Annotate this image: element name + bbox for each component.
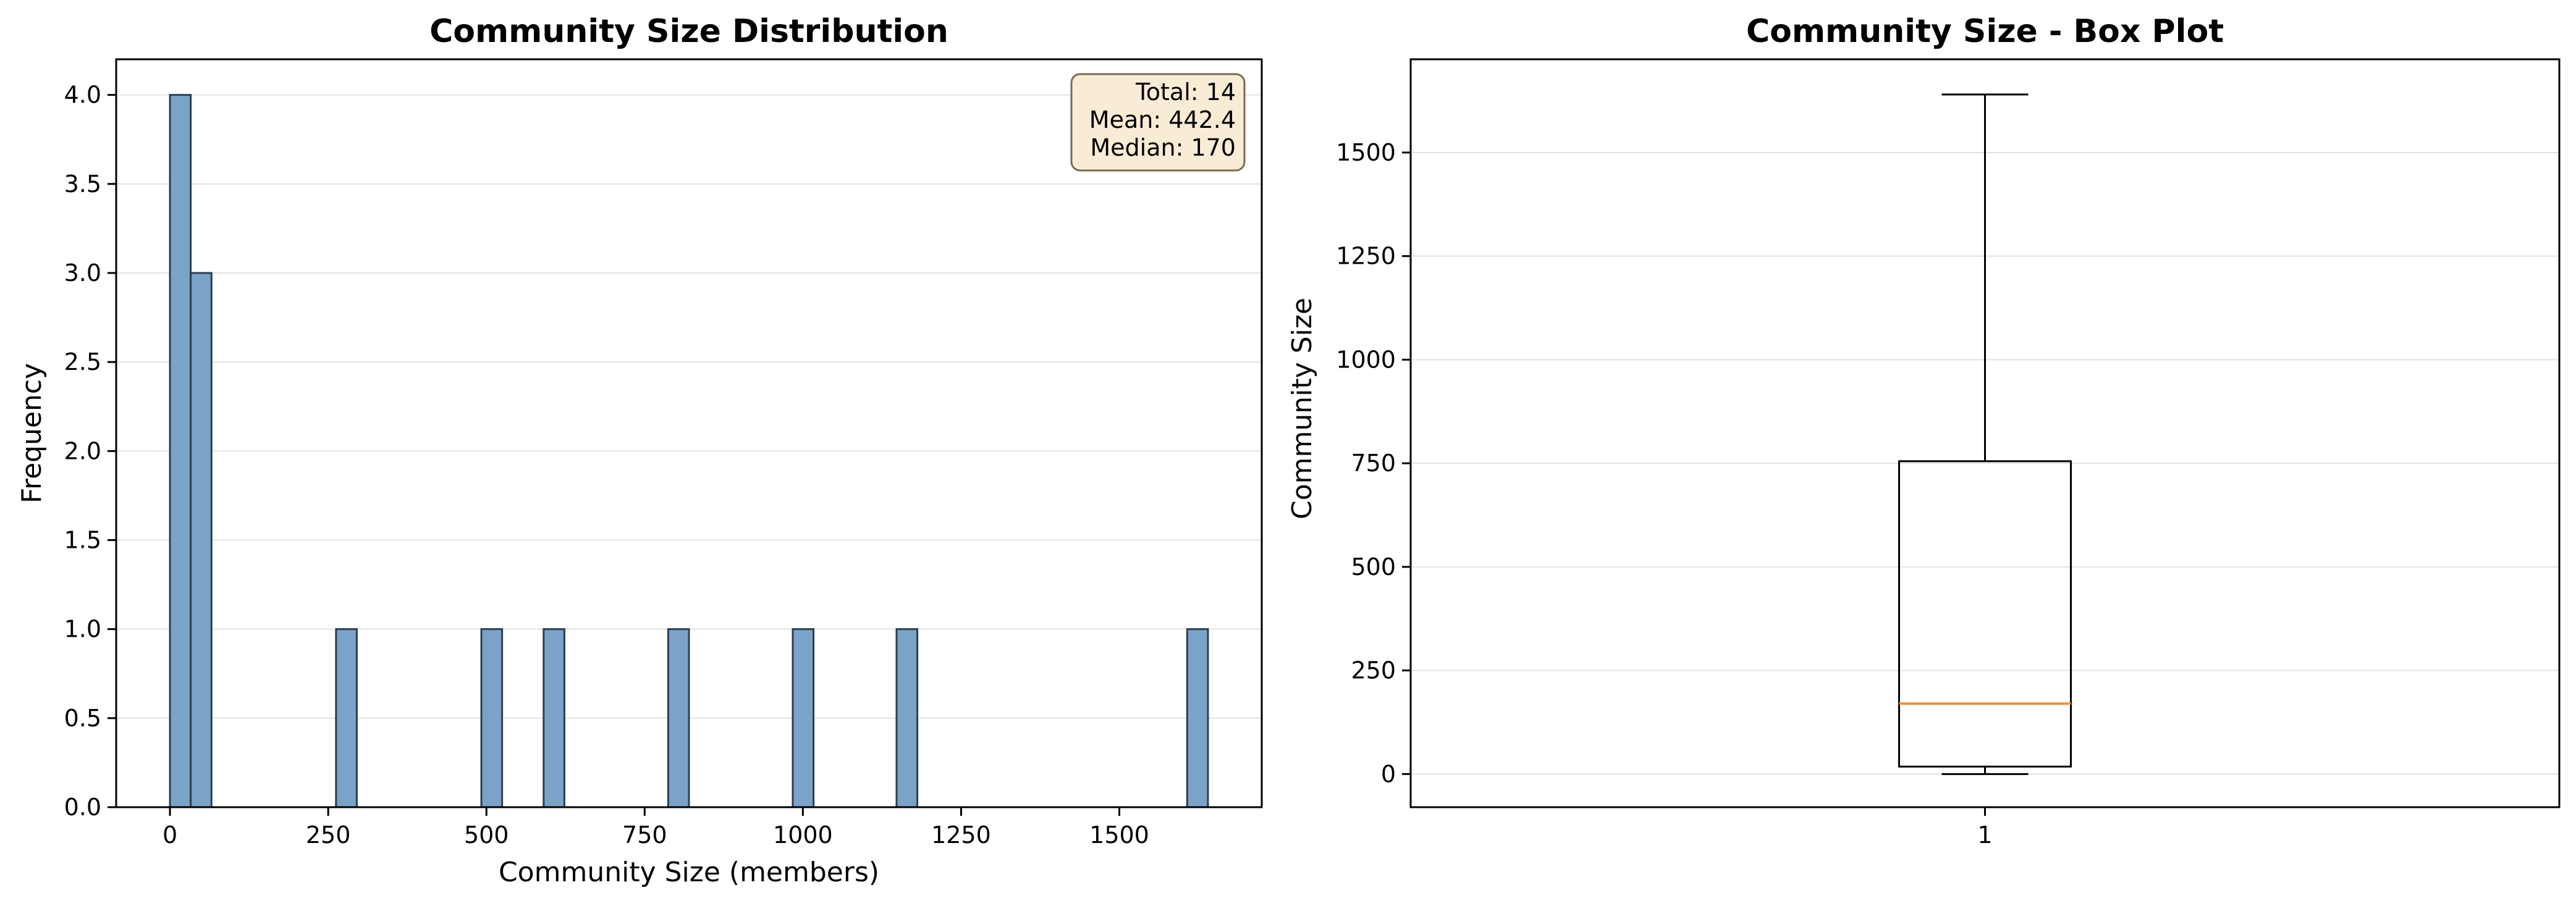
hist-x-axis-label: Community Size (members) (499, 857, 879, 888)
hist-y-tick-label: 4.0 (64, 82, 101, 109)
hist-x-tick-label: 1250 (931, 821, 991, 849)
hist-x-ticks: 0 250 500 750 1000 1250 1500 (163, 807, 1149, 849)
hist-bar (543, 628, 565, 808)
hist-gridlines (116, 94, 1262, 808)
hist-bar (335, 628, 358, 808)
stats-box-background (1070, 73, 1246, 172)
hist-bar (792, 628, 815, 808)
hist-y-tick-label: 3.5 (64, 170, 101, 198)
hist-bar (1186, 628, 1209, 808)
hist-x-tick-label: 500 (464, 821, 509, 849)
box-x-ticks: 1 (1977, 807, 1993, 849)
hist-y-tick-label: 0.5 (64, 705, 101, 732)
box-iqr (1898, 460, 2072, 768)
hist-bar (667, 628, 690, 808)
box-y-ticks: 0 250 500 750 1000 1250 1500 (1336, 139, 1411, 787)
box-y-tick-label: 1250 (1336, 243, 1396, 270)
box-y-tick-label: 500 (1351, 553, 1396, 581)
histogram-panel: 0 250 500 750 1000 1250 1500 0.0 0.5 1.0 1.5 2.0 2.… (16, 13, 1263, 888)
stats-median: Median: 170 (1090, 134, 1236, 161)
stats-box: Total: 14 Mean: 442.4 Median: 170 (1070, 73, 1246, 172)
hist-y-axis-label: Frequency (16, 363, 48, 503)
boxplot-panel: 1 0 250 500 750 1000 1250 1500 Community Size … (1286, 13, 2561, 849)
hist-axes-frame (115, 58, 1263, 808)
hist-x-tick-label: 1000 (773, 821, 833, 849)
box-y-tick-label: 0 (1381, 760, 1396, 787)
hist-y-tick-label: 2.5 (64, 348, 101, 375)
stats-mean: Mean: 442.4 (1089, 106, 1236, 133)
box-y-axis-label: Community Size (1286, 298, 1318, 519)
hist-y-ticks: 0.0 0.5 1.0 1.5 2.0 2.5 3.0 3.5 4.0 (64, 82, 116, 821)
hist-title: Community Size Distribution (429, 13, 948, 50)
hist-y-tick-label: 2.0 (64, 437, 101, 464)
hist-y-tick-label: 1.0 (64, 616, 101, 643)
box-y-tick-label: 750 (1351, 450, 1396, 477)
box-y-tick-label: 250 (1351, 657, 1396, 684)
box-x-tick-label: 1 (1977, 821, 1992, 849)
box-title: Community Size - Box Plot (1746, 13, 2224, 50)
hist-x-tick-label: 0 (163, 821, 177, 849)
box-y-tick-label: 1500 (1336, 139, 1396, 166)
hist-x-tick-label: 250 (306, 821, 351, 849)
hist-x-tick-label: 1500 (1089, 821, 1149, 849)
hist-bar (480, 628, 504, 808)
box-y-tick-label: 1000 (1336, 346, 1396, 373)
hist-y-tick-label: 3.0 (64, 259, 101, 287)
hist-y-tick-label: 0.0 (64, 794, 101, 821)
hist-bar (895, 628, 919, 808)
box-marks (1898, 93, 2072, 775)
hist-bar (169, 94, 192, 808)
hist-bar (190, 272, 213, 808)
hist-bars (169, 94, 1209, 808)
hist-y-tick-label: 1.5 (64, 527, 101, 554)
hist-x-tick-label: 750 (622, 821, 667, 849)
stats-total: Total: 14 (1135, 78, 1236, 106)
